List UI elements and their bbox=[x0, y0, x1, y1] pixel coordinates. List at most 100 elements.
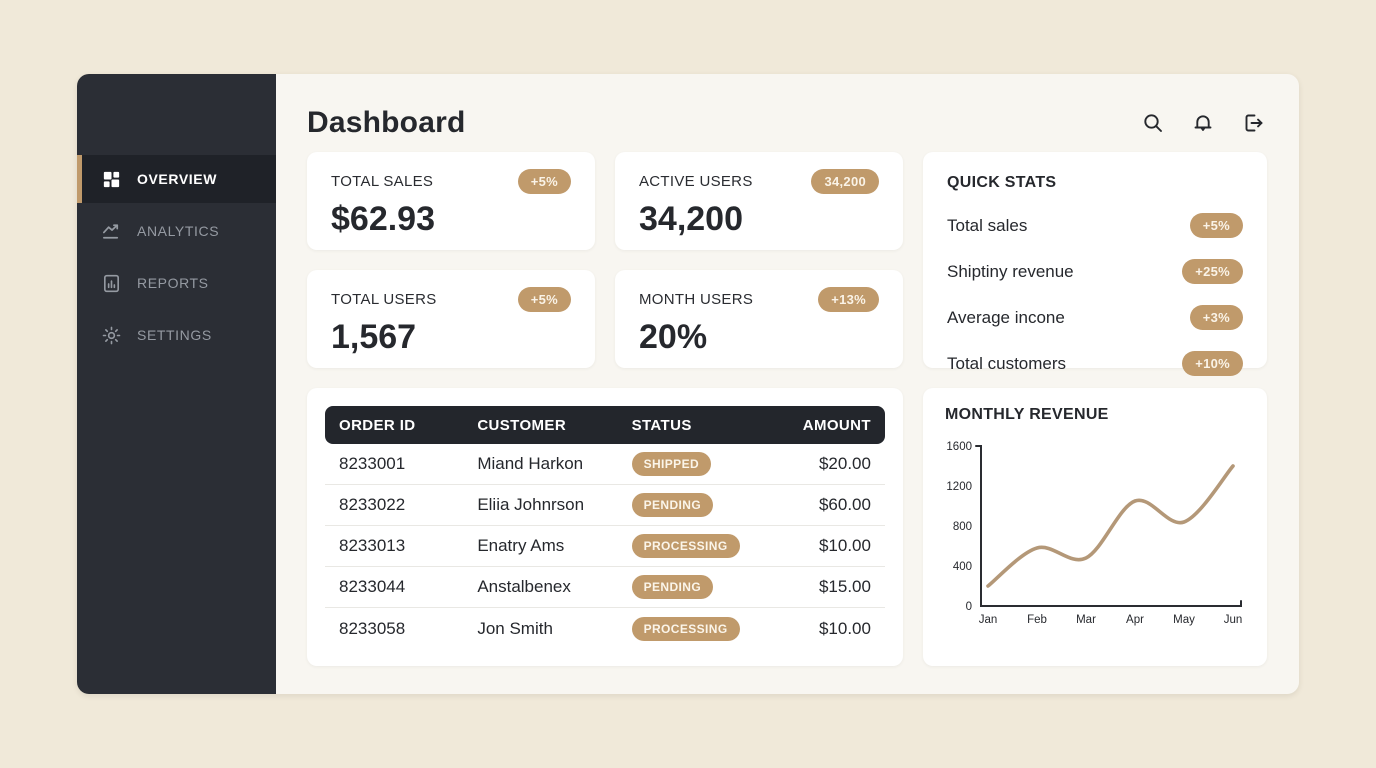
status-badge: PROCESSING bbox=[631, 616, 740, 641]
amount-cell: $60.00 bbox=[818, 495, 871, 514]
stat-card-total-sales: TOTAL SALES +5% $62.93 bbox=[307, 152, 595, 250]
stat-card-top: TOTAL SALES +5% bbox=[331, 169, 571, 194]
sidebar-item-reports[interactable]: REPORTS bbox=[77, 259, 276, 307]
table-row: 8233013 Enatry Ams PROCESSING $10.00 bbox=[325, 526, 885, 567]
quick-stat-label: Average incone bbox=[947, 307, 1065, 327]
sidebar-item-analytics[interactable]: ANALYTICS bbox=[77, 207, 276, 255]
quick-stat-row: Total customers +10% bbox=[947, 351, 1243, 376]
stat-card-top: MONTH USERS +13% bbox=[639, 287, 879, 312]
quick-stat-badge: +25% bbox=[1182, 259, 1243, 284]
x-tick-label: Jan bbox=[979, 614, 998, 626]
y-tick-label: 1200 bbox=[946, 481, 972, 493]
sidebar-item-label: ANALYTICS bbox=[137, 223, 220, 239]
sidebar-item-label: SETTINGS bbox=[137, 327, 212, 343]
orders-table-card: ORDER ID CUSTOMER STATUS AMOUNT 8233001 Mian… bbox=[307, 388, 903, 666]
status-badge: PENDING bbox=[631, 493, 714, 517]
y-tick-label: 400 bbox=[953, 561, 972, 573]
sidebar-item-overview[interactable]: OVERVIEW bbox=[77, 155, 276, 203]
column-header-status: STATUS bbox=[631, 416, 692, 434]
y-tick-label: 0 bbox=[966, 601, 972, 613]
main-content: Dashboard QUICK STATS Total sales +5% Ship… bbox=[276, 74, 1299, 694]
amount-cell: $10.00 bbox=[818, 618, 871, 638]
monthly-revenue-chart: 0 400 800 1200 1600 Jan Feb Mar Apr May Jun bbox=[945, 430, 1245, 638]
stat-badge: +13% bbox=[818, 287, 879, 312]
logout-icon bbox=[1241, 111, 1267, 135]
trend-icon bbox=[101, 221, 122, 242]
column-header-amount: AMOUNT bbox=[802, 416, 871, 434]
column-header-customer: CUSTOMER bbox=[477, 416, 567, 434]
status-badge: PROCESSING bbox=[631, 534, 740, 558]
search-icon bbox=[1141, 111, 1167, 135]
customer-cell: Jon Smith bbox=[477, 618, 553, 638]
stat-value: 1,567 bbox=[331, 318, 417, 356]
line-chart-svg: 0 400 800 1200 1600 Jan Feb Mar Apr May Jun bbox=[946, 441, 1243, 626]
grid-icon bbox=[101, 169, 122, 190]
sidebar-item-settings[interactable]: SETTINGS bbox=[77, 311, 276, 359]
quick-stat-label: Shiptiny revenue bbox=[947, 261, 1074, 281]
quick-stat-badge: +3% bbox=[1189, 305, 1243, 330]
chart-card: MONTHLY REVENUE 0 400 800 1200 1600 Jan Feb Mar… bbox=[923, 388, 1267, 666]
bell-button[interactable] bbox=[1191, 110, 1217, 136]
x-tick-label: Mar bbox=[1076, 614, 1096, 626]
stat-card-total-users: TOTAL USERS +5% 1,567 bbox=[307, 270, 595, 368]
quick-stat-row: Average incone +3% bbox=[947, 305, 1243, 330]
status-cell: PENDING bbox=[631, 493, 776, 517]
order-id-cell: 8233001 bbox=[339, 454, 406, 473]
customer-cell: Miand Harkon bbox=[477, 454, 584, 473]
sidebar: OVERVIEW ANALYTICS REPORTS SETTINGS bbox=[77, 74, 276, 694]
quick-stat-row: Total sales +5% bbox=[947, 213, 1243, 238]
stat-label: TOTAL USERS bbox=[331, 291, 437, 308]
y-tick-label: 1600 bbox=[946, 441, 972, 453]
stat-label: ACTIVE USERS bbox=[639, 173, 753, 190]
table-header-row: ORDER ID CUSTOMER STATUS AMOUNT bbox=[325, 406, 885, 444]
stat-value: 20% bbox=[639, 318, 708, 356]
quick-stats-title: QUICK STATS bbox=[947, 174, 1057, 191]
gear-icon bbox=[101, 325, 122, 346]
status-badge: PENDING bbox=[631, 575, 714, 599]
y-tick-label: 800 bbox=[953, 521, 972, 533]
amount-cell: $15.00 bbox=[818, 577, 871, 596]
x-tick-label: Jun bbox=[1224, 614, 1243, 626]
x-tick-label: Feb bbox=[1027, 614, 1047, 626]
search-button[interactable] bbox=[1141, 110, 1167, 136]
status-badge: SHIPPED bbox=[631, 452, 712, 476]
stat-badge: +5% bbox=[517, 169, 571, 194]
status-cell: PENDING bbox=[631, 575, 776, 599]
stat-value: $62.93 bbox=[331, 200, 435, 238]
stat-badge: +5% bbox=[517, 287, 571, 312]
report-icon bbox=[101, 273, 122, 294]
stat-card-active-users: ACTIVE USERS 34,200 34,200 bbox=[615, 152, 903, 250]
sidebar-item-label: OVERVIEW bbox=[137, 171, 218, 187]
topbar-icons bbox=[1141, 110, 1267, 136]
sidebar-nav: OVERVIEW ANALYTICS REPORTS SETTINGS bbox=[77, 155, 276, 359]
x-tick-label: Apr bbox=[1126, 614, 1144, 626]
stat-value: 34,200 bbox=[639, 200, 743, 238]
revenue-line-series bbox=[986, 464, 1235, 588]
stat-card-top: ACTIVE USERS 34,200 bbox=[639, 169, 879, 194]
customer-cell: Eliia Johnrson bbox=[477, 495, 585, 514]
quick-stat-badge: +5% bbox=[1189, 213, 1243, 238]
table-row: 8233058 Jon Smith PROCESSING $10.00 bbox=[325, 608, 885, 649]
x-tick-label: May bbox=[1173, 614, 1195, 626]
quick-stat-label: Total customers bbox=[947, 353, 1067, 373]
amount-cell: $20.00 bbox=[818, 454, 871, 473]
dashboard-grid: QUICK STATS Total sales +5% Shiptiny reven… bbox=[307, 152, 1267, 666]
logout-button[interactable] bbox=[1241, 110, 1267, 136]
status-cell: SHIPPED bbox=[631, 452, 776, 476]
customer-cell: Anstalbenex bbox=[477, 577, 571, 596]
stat-card-top: TOTAL USERS +5% bbox=[331, 287, 571, 312]
table-row: 8233022 Eliia Johnrson PENDING $60.00 bbox=[325, 485, 885, 526]
app-window: OVERVIEW ANALYTICS REPORTS SETTINGS Dashboa… bbox=[77, 74, 1299, 694]
order-id-cell: 8233044 bbox=[339, 577, 406, 596]
stat-badge: 34,200 bbox=[811, 169, 879, 194]
amount-cell: $10.00 bbox=[818, 536, 871, 555]
stat-label: MONTH USERS bbox=[639, 291, 754, 308]
table-row: 8233001 Miand Harkon SHIPPED $20.00 bbox=[325, 444, 885, 485]
page-title: Dashboard bbox=[307, 106, 466, 139]
sidebar-item-label: REPORTS bbox=[137, 275, 209, 291]
table-body: 8233001 Miand Harkon SHIPPED $20.00 8233022 E… bbox=[325, 444, 885, 649]
order-id-cell: 8233022 bbox=[339, 495, 406, 514]
table-row: 8233044 Anstalbenex PENDING $15.00 bbox=[325, 567, 885, 608]
stat-label: TOTAL SALES bbox=[331, 173, 434, 190]
topbar: Dashboard bbox=[307, 94, 1267, 152]
